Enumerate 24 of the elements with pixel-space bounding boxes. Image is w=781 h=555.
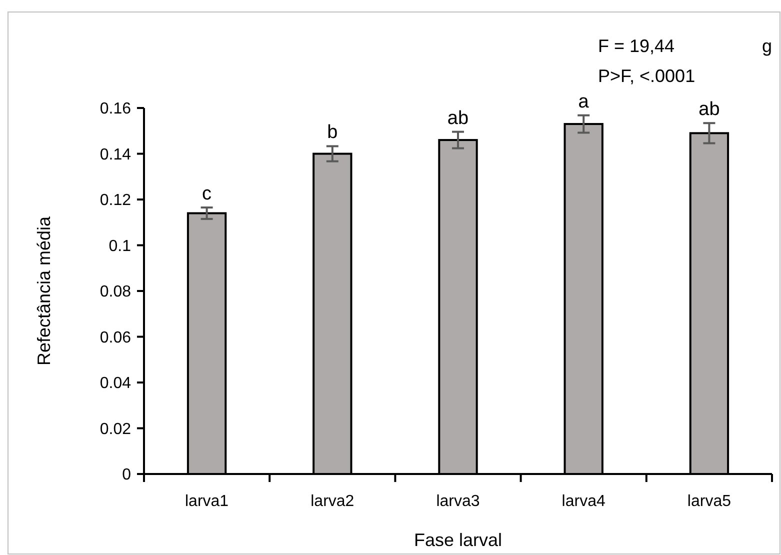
- y-tick-label: 0.06: [100, 329, 132, 346]
- y-tick-label: 0.16: [100, 100, 132, 118]
- y-tick-label: 0: [122, 466, 132, 484]
- annotation: c: [202, 184, 212, 205]
- text: g: [762, 36, 772, 56]
- y-tick-label: 0.12: [100, 192, 132, 210]
- y-tick-label: 0.14: [100, 146, 132, 164]
- y-axis-title: Refectância média: [34, 215, 54, 366]
- y-tick-label: 0.08: [100, 284, 132, 301]
- y-tick-label: 0.1: [108, 238, 132, 255]
- y-tick-label: 0.02: [100, 420, 132, 438]
- annotation: ab: [447, 108, 469, 129]
- annotation: ab: [698, 99, 720, 120]
- annotation: a: [578, 91, 590, 112]
- text: F = 19,44: [598, 36, 675, 56]
- annotation: b: [327, 122, 338, 144]
- x-tick-label: larva3: [436, 493, 480, 510]
- x-tick-label: larva1: [185, 493, 229, 510]
- x-tick-label: larva4: [562, 493, 606, 510]
- x-tick-label: larva2: [310, 493, 354, 510]
- text: P>F, <.0001: [598, 66, 696, 86]
- x-tick-label: larva5: [687, 493, 732, 510]
- x-axis-title: Fase larval: [414, 530, 502, 550]
- y-tick-label: 0.04: [100, 375, 132, 392]
